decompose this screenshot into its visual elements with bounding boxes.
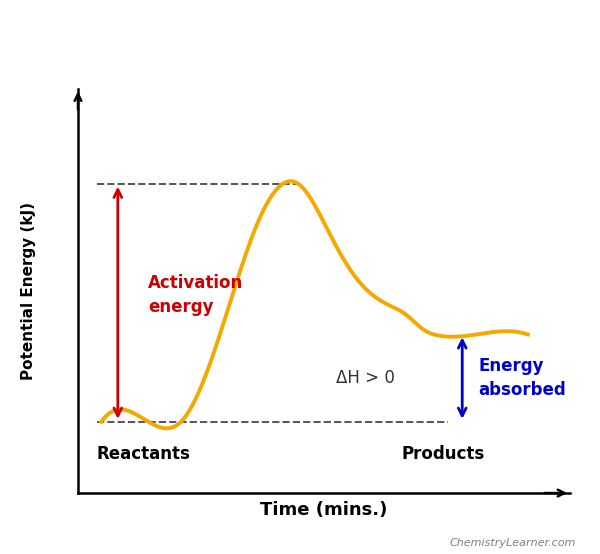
Text: Energy
absorbed: Energy absorbed: [479, 357, 566, 399]
X-axis label: Time (mins.): Time (mins.): [260, 501, 388, 520]
Text: Products: Products: [402, 445, 485, 464]
Text: Potential Energy (kJ): Potential Energy (kJ): [21, 202, 37, 380]
Text: Reactants: Reactants: [97, 445, 191, 464]
Text: Activation
energy: Activation energy: [148, 274, 244, 316]
Text: Endothermic Reaction Energy Graph: Endothermic Reaction Energy Graph: [2, 22, 598, 50]
Text: ChemistryLearner.com: ChemistryLearner.com: [450, 538, 577, 548]
Text: ΔH > 0: ΔH > 0: [336, 369, 395, 387]
